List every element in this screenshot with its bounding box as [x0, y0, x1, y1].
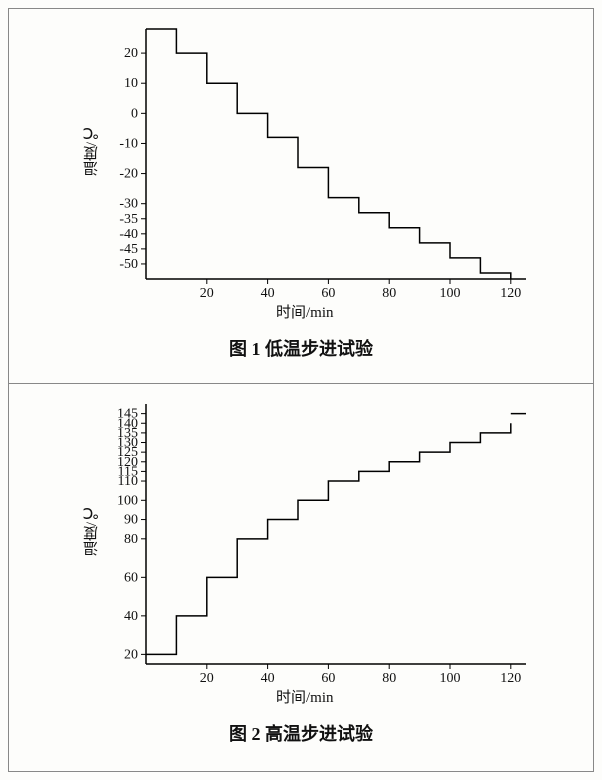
chart1-panel: 2040608010012020100-10-20-30-35-40-45-50…	[8, 8, 594, 384]
svg-text:40: 40	[261, 671, 275, 686]
svg-text:80: 80	[124, 532, 138, 547]
chart1-svg: 2040608010012020100-10-20-30-35-40-45-50	[51, 19, 551, 329]
chart1-ylabel: 温度/℃	[81, 124, 102, 176]
svg-text:60: 60	[321, 286, 335, 301]
svg-text:-45: -45	[119, 242, 138, 257]
chart2-xlabel: 时间/min	[276, 686, 334, 707]
svg-text:-10: -10	[119, 136, 138, 151]
svg-text:40: 40	[261, 286, 275, 301]
chart2-caption: 图 2 高温步进试验	[19, 720, 583, 746]
svg-text:145: 145	[117, 407, 138, 422]
chart2-ylabel: 温度/℃	[81, 504, 102, 556]
svg-text:-30: -30	[119, 197, 138, 212]
chart2-svg: 2040608010012020406080901001101151201251…	[51, 394, 551, 714]
svg-text:100: 100	[440, 286, 461, 301]
svg-text:20: 20	[200, 671, 214, 686]
svg-text:80: 80	[382, 671, 396, 686]
svg-text:60: 60	[321, 671, 335, 686]
chart1-wrap: 2040608010012020100-10-20-30-35-40-45-50…	[51, 19, 551, 329]
chart1-xlabel: 时间/min	[276, 301, 334, 322]
svg-text:120: 120	[500, 286, 521, 301]
svg-text:100: 100	[117, 493, 138, 508]
svg-text:-50: -50	[119, 257, 138, 272]
svg-text:20: 20	[124, 46, 138, 61]
svg-text:20: 20	[124, 647, 138, 662]
svg-text:-35: -35	[119, 212, 138, 227]
svg-text:0: 0	[131, 106, 138, 121]
chart2-wrap: 2040608010012020406080901001101151201251…	[51, 394, 551, 714]
svg-text:40: 40	[124, 609, 138, 624]
svg-text:-40: -40	[119, 227, 138, 242]
svg-text:20: 20	[200, 286, 214, 301]
chart1-caption: 图 1 低温步进试验	[19, 335, 583, 361]
svg-text:10: 10	[124, 76, 138, 91]
svg-text:60: 60	[124, 570, 138, 585]
svg-text:90: 90	[124, 513, 138, 528]
page: 2040608010012020100-10-20-30-35-40-45-50…	[0, 0, 602, 780]
svg-text:100: 100	[440, 671, 461, 686]
svg-text:80: 80	[382, 286, 396, 301]
svg-text:120: 120	[500, 671, 521, 686]
svg-text:-20: -20	[119, 167, 138, 182]
chart2-panel: 2040608010012020406080901001101151201251…	[8, 384, 594, 772]
